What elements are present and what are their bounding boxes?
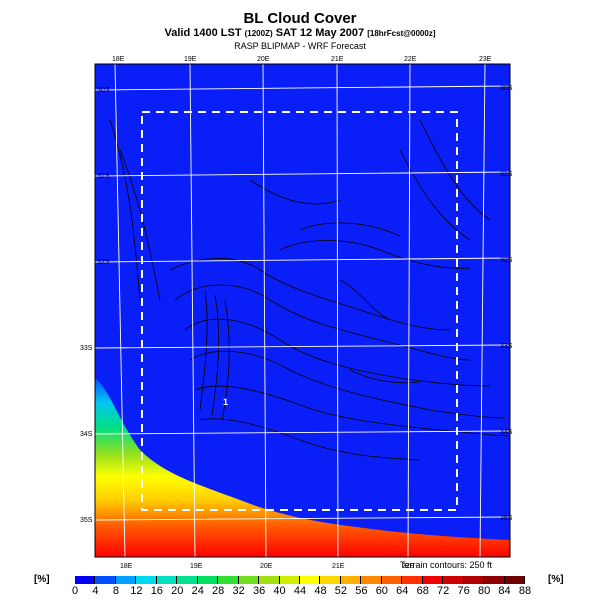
legend-swatch	[320, 576, 341, 584]
lon-label-top: 23E	[479, 56, 492, 63]
lon-label-top: 19E	[184, 56, 197, 63]
valid-main: Valid 1400 LST	[164, 27, 242, 39]
legend-swatch	[381, 576, 403, 584]
lat-label-right: 33S	[500, 343, 513, 350]
legend-tick-label: 16	[150, 585, 163, 597]
legend-tick-label: 32	[232, 585, 245, 597]
valid-time-line: Valid 1400 LST (1200Z) SAT 12 May 2007 […	[0, 27, 600, 39]
valid-utc: (1200Z)	[244, 29, 273, 38]
legend-tick-label: 88	[518, 585, 532, 597]
station-marker: 1	[223, 397, 228, 407]
lat-label-left: 35S	[80, 517, 93, 524]
map-title: BL Cloud Cover	[243, 10, 357, 27]
legend-tick-label: 28	[212, 585, 225, 597]
legend-tick-label: 36	[252, 585, 266, 597]
legend-swatch	[279, 576, 300, 584]
graticule	[94, 63, 511, 558]
legend-tick-label: 68	[416, 585, 429, 597]
lat-label-left: 31S	[97, 173, 110, 180]
legend-swatch	[299, 576, 321, 584]
lat-label-left: 33S	[80, 345, 93, 352]
legend-swatch	[443, 576, 464, 584]
legend-swatch	[136, 576, 157, 584]
legend-tick-label: 24	[191, 585, 204, 597]
color-legend-bar	[75, 576, 525, 584]
legend-swatch	[197, 576, 219, 584]
lon-label-top: 18E	[112, 56, 125, 63]
color-legend-ticks: 0 4 8 12 16 20 24 28 32 36 40 44 48 52 56 60 64 68 72 76 80 8…	[71, 585, 531, 599]
lat-label-left: 30S	[97, 87, 110, 94]
legend-swatch	[75, 576, 96, 584]
lon-label-bottom: 19E	[190, 563, 203, 570]
forecast-hour: [18hrFcst@0000z]	[367, 29, 436, 38]
legend-tick-label: 84	[498, 585, 511, 597]
legend-swatch	[504, 576, 525, 584]
legend-tick-label: 0	[71, 585, 79, 597]
lon-label-bottom: 22E	[402, 563, 415, 570]
legend-tick-label: 52	[334, 585, 348, 597]
legend-swatch	[218, 576, 239, 584]
legend-tick-label: 56	[355, 585, 368, 597]
lon-label-top: 21E	[331, 56, 344, 63]
valid-date: SAT 12 May 2007	[275, 27, 365, 39]
terrain-contours	[109, 119, 509, 461]
terrain-contour-note: Terrain contours: 250 ft	[400, 560, 493, 570]
lat-label-right: 31S	[500, 171, 513, 178]
legend-swatch	[115, 576, 137, 584]
lat-label-right: 34S	[500, 429, 513, 436]
legend-swatch	[484, 576, 505, 584]
lon-label-top: 20E	[257, 56, 270, 63]
legend-tick-label: 12	[130, 585, 143, 597]
lon-label-top: 22E	[404, 56, 417, 63]
legend-swatch	[422, 576, 444, 584]
legend-tick-label: 44	[293, 585, 307, 597]
legend-tick-label: 76	[457, 585, 470, 597]
legend-swatch	[340, 576, 362, 584]
legend-swatch	[463, 576, 485, 584]
legend-tick-label: 72	[437, 585, 450, 597]
model-line: RASP BLIPMAP - WRF Forecast	[234, 41, 366, 51]
legend-swatch	[361, 576, 382, 584]
lat-label-right: 32S	[500, 257, 513, 264]
map-border	[94, 63, 511, 558]
lon-label-bottom: 21E	[332, 563, 345, 570]
legend-tick-label: 60	[375, 585, 388, 597]
legend-tick-label: 64	[396, 585, 409, 597]
lat-label-right: 30S	[500, 85, 513, 92]
legend-unit-right: [%]	[548, 574, 564, 585]
lat-label-left: 34S	[80, 431, 93, 438]
legend-tick-label: 40	[273, 585, 286, 597]
legend-unit-left: [%]	[34, 574, 50, 585]
legend-swatch	[238, 576, 260, 584]
legend-tick-label: 4	[92, 585, 99, 597]
legend-tick-label: 8	[112, 585, 119, 597]
lon-label-bottom: 20E	[260, 563, 273, 570]
lat-label-left: 32S	[97, 259, 110, 266]
legend-swatch	[259, 576, 280, 584]
legend-tick-label: 80	[477, 585, 491, 597]
legend-swatch	[156, 576, 178, 584]
legend-tick-label: 20	[171, 585, 184, 597]
legend-tick-label: 48	[314, 585, 327, 597]
legend-swatch	[177, 576, 198, 584]
high-cloud-band	[95, 378, 510, 557]
lon-label-bottom: 18E	[120, 563, 133, 570]
legend-swatch	[402, 576, 423, 584]
inner-domain-box	[141, 111, 458, 511]
legend-swatch	[95, 576, 116, 584]
lat-label-right: 35S	[500, 515, 513, 522]
